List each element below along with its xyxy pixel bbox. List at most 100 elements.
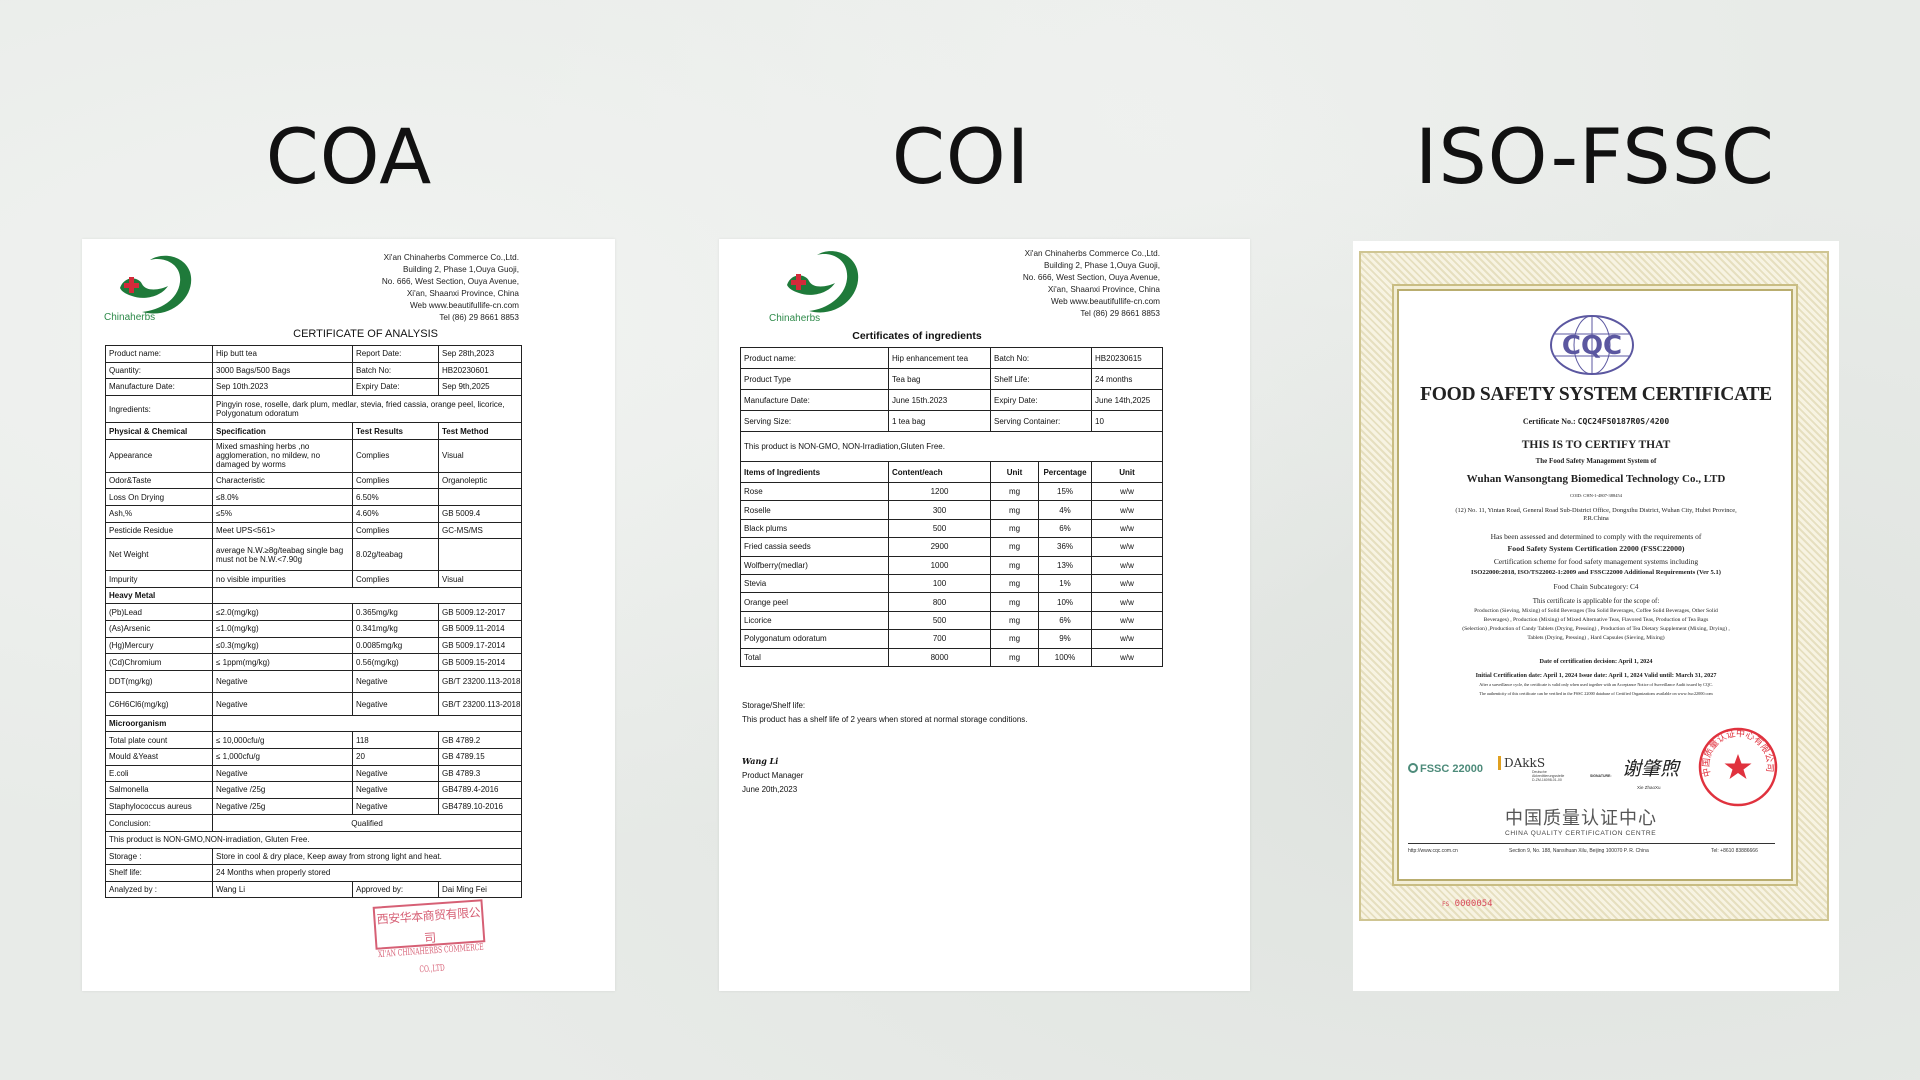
address-line: No. 666, West Section, Ouya Avenue,: [381, 277, 519, 286]
table-cell: 10%: [1037, 592, 1093, 612]
table-cell: 15%: [1037, 481, 1093, 502]
table-cell: mg: [990, 500, 1039, 520]
company-stamp: 西安华本商贸有限公司 XI'AN CHINAHERBS COMMERCE CO.…: [372, 899, 486, 975]
table-row: Black plums 500 mg 6% w/w: [740, 518, 1164, 539]
table-cell: Hip butt tea: [212, 345, 353, 363]
table-cell: Stevia: [740, 573, 889, 594]
table-row: Odor&Taste Characteristic Complies Organole…: [105, 471, 522, 490]
table-cell: GB4789.10-2016: [438, 797, 522, 816]
table-row: Ash,% ≤5% 4.60% GB 5009.4: [105, 505, 522, 523]
red-seal: 中国质量认证中心有限公司: [1698, 727, 1778, 807]
table-row: Orange peel 800 mg 10% w/w: [740, 592, 1164, 612]
table-cell: 24 Months when properly stored: [212, 864, 522, 882]
table-row: This product is NON-GMO, NON-Irradiation…: [739, 431, 1164, 462]
table-cell: Physical & Chemical: [105, 422, 213, 440]
table-cell: Shelf Life:: [989, 368, 1093, 390]
table-cell: GB 5009.11-2014: [438, 620, 522, 638]
serial-number: FS 0000054: [1442, 899, 1493, 909]
table-cell: mg: [990, 537, 1039, 557]
table-cell: Product Type: [740, 368, 889, 390]
table-cell: Total: [740, 647, 889, 667]
table-cell: mg: [990, 629, 1039, 649]
table-cell: Impurity: [105, 570, 213, 588]
table-cell: Hip enhancement tea: [888, 347, 991, 369]
table-cell: Organoleptic: [438, 471, 522, 490]
table-cell: ≤ 1,000cfu/g: [212, 748, 353, 766]
table-cell: Store in cool & dry place, Keep away fro…: [212, 847, 522, 866]
table-row: Pesticide Residue Meet UPS<561> Complies GC…: [105, 521, 522, 540]
table-cell: 500: [888, 518, 991, 539]
table-cell: Content/each: [888, 461, 991, 483]
table-cell: Product name:: [740, 347, 889, 369]
table-header: Physical & Chemical Specification Test Res…: [105, 422, 522, 440]
signer-title: Product Manager: [742, 771, 804, 780]
table-cell: mg: [990, 592, 1039, 612]
table-row: (Hg)Mercury ≤0.3(mg/kg) 0.0085mg/kg GB 5009…: [105, 636, 522, 655]
table-cell: Pingyin rose, roselle, dark plum, medlar…: [212, 394, 522, 424]
table-row: Stevia 100 mg 1% w/w: [740, 573, 1164, 594]
table-cell: Negative /25g: [212, 797, 353, 816]
fssc-logo: FSSC 22000: [1408, 763, 1483, 775]
table-row: Net Weight average N.W.≥8g/teabag single …: [105, 538, 522, 572]
table-cell: E.coli: [105, 764, 213, 783]
table-cell: 1%: [1037, 573, 1093, 594]
signature: 谢肇煦: [1622, 758, 1680, 780]
address-line: Xi'an Chinaherbs Commerce Co.,Ltd.: [1024, 249, 1160, 258]
table-cell: w/w: [1091, 555, 1164, 575]
table-cell: Salmonella: [105, 781, 213, 799]
table-row: Quantity: 3000 Bags/500 Bags Batch No: HB20…: [105, 361, 522, 380]
table-cell: Report Date:: [352, 345, 439, 363]
table-cell: Negative: [212, 669, 353, 694]
table-cell: Batch No:: [989, 347, 1093, 369]
table-cell: 0.56(mg/kg): [352, 653, 439, 671]
table-cell: Mixed smashing herbs ,no agglomeration, …: [212, 438, 353, 473]
chinaherbs-logo: Chinaherbs: [769, 251, 859, 324]
table-cell: Negative: [212, 692, 353, 716]
table-cell: 4.60%: [352, 505, 439, 523]
table-cell: Visual: [438, 438, 522, 473]
table-cell: mg: [990, 573, 1039, 594]
table-cell: Appearance: [105, 438, 213, 473]
table-cell: 3000 Bags/500 Bags: [212, 361, 353, 380]
table-row: Fried cassia seeds 2900 mg 36% w/w: [740, 537, 1164, 557]
table-row: Total plate count ≤ 10,000cfu/g 118 GB 4789…: [105, 731, 522, 749]
table-header: Items of Ingredients Content/each Unit Perc…: [740, 461, 1164, 483]
table-cell: HB20230615: [1091, 347, 1164, 369]
table-cell: w/w: [1091, 500, 1164, 520]
table-cell: 13%: [1037, 555, 1093, 575]
coa-table: Product name: Hip butt tea Report Date: Sep…: [105, 345, 522, 899]
table-row: Product name: Hip enhancement tea Batch No…: [740, 347, 1164, 369]
table-cell: June 15th.2023: [888, 389, 991, 411]
table-cell: 118: [352, 731, 439, 749]
table-cell: 800: [888, 592, 991, 612]
table-row: Staphylococcus aureus Negative /25g Negati…: [105, 797, 522, 816]
storage-label: Storage/Shelf life:: [742, 701, 806, 710]
table-cell: Total plate count: [105, 731, 213, 749]
table-cell: GB 4789.3: [438, 764, 522, 783]
surveillance-note: After a surveillance cycle, the certific…: [1479, 682, 1713, 687]
table-row: Loss On Drying ≤8.0% 6.50%: [105, 488, 522, 507]
table-cell: Ingredients:: [105, 394, 213, 424]
table-row: Impurity no visible impurities Complies Vis…: [105, 570, 522, 588]
signature-label: SIGNATURE:: [1590, 774, 1612, 778]
address-line: Tel (86) 29 8661 8853: [1080, 309, 1160, 318]
table-cell: Negative: [212, 764, 353, 783]
table-cell: Polygonatum odoratum: [740, 629, 889, 649]
table-row: Total 8000 mg 100% w/w: [740, 647, 1164, 667]
table-cell: w/w: [1091, 629, 1164, 649]
table-row: Product Type Tea bag Shelf Life: 24 months: [740, 368, 1164, 390]
table-cell: 0.0085mg/kg: [352, 636, 439, 655]
table-cell: HB20230601: [438, 361, 522, 380]
table-row: Rose 1200 mg 15% w/w: [740, 481, 1164, 502]
scope-line: Production (Sieving, Mixing) of Solid Be…: [1474, 608, 1718, 614]
table-cell: Wang Li: [212, 880, 353, 899]
table-cell: Quantity:: [105, 361, 213, 380]
table-cell: Shelf life:: [105, 864, 213, 882]
coa-document: Chinaherbs Xi'an Chinaherbs Commerce Co.…: [82, 239, 615, 991]
address-line: Building 2, Phase 1,Ouya Guoji,: [402, 265, 519, 274]
system-of: The Food Safety Management System of: [1535, 457, 1657, 465]
table-cell: GB/T 23200.113-2018: [438, 669, 522, 694]
table-cell: C6H6Cl6(mg/kg): [105, 692, 213, 716]
table-cell: average N.W.≥8g/teabag single bag must n…: [212, 538, 353, 572]
table-cell: (Hg)Mercury: [105, 636, 213, 655]
